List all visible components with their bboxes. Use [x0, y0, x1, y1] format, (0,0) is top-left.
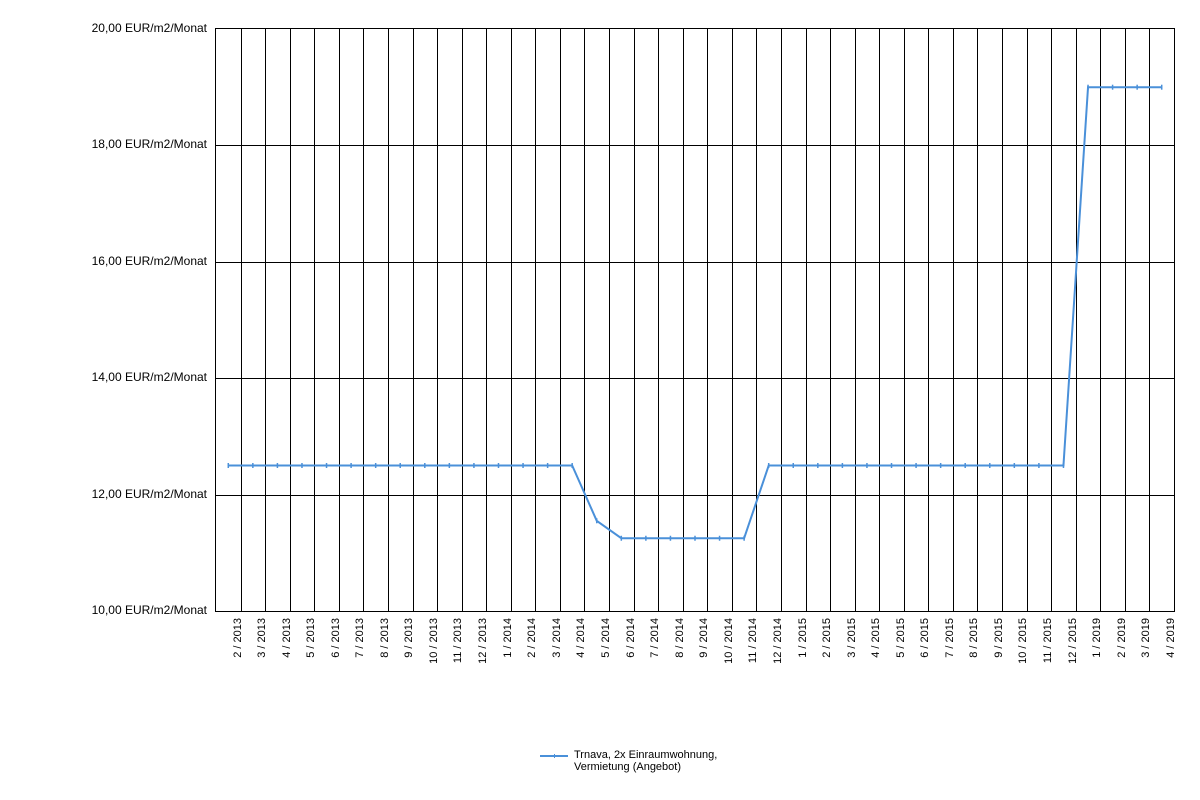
- x-axis-tick-label: 4 / 2015: [870, 618, 882, 658]
- y-axis-tick-label: 14,00 EUR/m2/Monat: [0, 370, 207, 384]
- x-axis-tick-label: 9 / 2015: [993, 618, 1005, 658]
- x-axis-tick-label: 2 / 2013: [231, 618, 243, 658]
- x-axis-tick-label: 6 / 2014: [624, 618, 636, 658]
- y-axis-tick-label: 16,00 EUR/m2/Monat: [0, 254, 207, 268]
- x-axis-tick-label: 3 / 2014: [551, 618, 563, 658]
- x-axis-tick-label: 4 / 2014: [575, 618, 587, 658]
- y-axis-tick-label: 18,00 EUR/m2/Monat: [0, 137, 207, 151]
- x-axis-tick-label: 7 / 2013: [354, 618, 366, 658]
- x-axis-tick-label: 8 / 2015: [968, 618, 980, 658]
- x-axis-tick-label: 12 / 2014: [772, 618, 784, 664]
- y-axis-tick-label: 20,00 EUR/m2/Monat: [0, 21, 207, 35]
- x-axis-tick-label: 9 / 2013: [403, 618, 415, 658]
- x-axis-tick-label: 8 / 2014: [673, 618, 685, 658]
- x-axis-tick-label: 12 / 2013: [477, 618, 489, 664]
- x-axis-tick-label: 11 / 2014: [747, 618, 759, 663]
- x-axis-tick-label: 1 / 2014: [502, 618, 514, 658]
- legend-swatch: [540, 755, 568, 757]
- x-axis-tick-label: 6 / 2015: [919, 618, 931, 658]
- x-axis-tick-label: 7 / 2014: [649, 618, 661, 658]
- x-axis-tick-label: 10 / 2015: [1017, 618, 1029, 664]
- x-axis-tick-label: 10 / 2013: [428, 618, 440, 664]
- x-axis-tick-label: 5 / 2014: [600, 618, 612, 658]
- y-axis-tick-label: 10,00 EUR/m2/Monat: [0, 603, 207, 617]
- x-axis-tick-label: 3 / 2013: [256, 618, 268, 658]
- x-axis-tick-label: 11 / 2015: [1042, 618, 1054, 663]
- x-axis-tick-label: 3 / 2019: [1140, 618, 1152, 658]
- series-line: [228, 87, 1161, 538]
- x-axis-tick-label: 4 / 2013: [280, 618, 292, 658]
- data-layer: [216, 29, 1174, 611]
- x-axis-tick-label: 1 / 2019: [1091, 618, 1103, 658]
- legend-label: Trnava, 2x Einraumwohnung,Vermietung (An…: [574, 749, 717, 773]
- x-axis-tick-label: 3 / 2015: [845, 618, 857, 658]
- x-axis-tick-label: 9 / 2014: [698, 618, 710, 658]
- x-axis-tick-label: 10 / 2014: [723, 618, 735, 664]
- x-axis-tick-label: 2 / 2014: [526, 618, 538, 658]
- x-axis-tick-label: 7 / 2015: [944, 618, 956, 658]
- x-axis-tick-label: 2 / 2015: [821, 618, 833, 658]
- x-axis-tick-label: 2 / 2019: [1116, 618, 1128, 658]
- x-axis-tick-label: 5 / 2013: [305, 618, 317, 658]
- x-axis-tick-label: 4 / 2019: [1165, 618, 1177, 658]
- x-axis-tick-label: 11 / 2013: [452, 618, 464, 663]
- legend: Trnava, 2x Einraumwohnung,Vermietung (An…: [540, 749, 717, 773]
- chart-container: Trnava, 2x Einraumwohnung,Vermietung (An…: [0, 0, 1200, 800]
- y-axis-tick-label: 12,00 EUR/m2/Monat: [0, 487, 207, 501]
- plot-area: [215, 28, 1175, 612]
- x-axis-tick-label: 1 / 2015: [796, 618, 808, 658]
- x-axis-tick-label: 5 / 2015: [895, 618, 907, 658]
- x-axis-tick-label: 6 / 2013: [330, 618, 342, 658]
- x-axis-tick-label: 8 / 2013: [379, 618, 391, 658]
- x-axis-tick-label: 12 / 2015: [1066, 618, 1078, 664]
